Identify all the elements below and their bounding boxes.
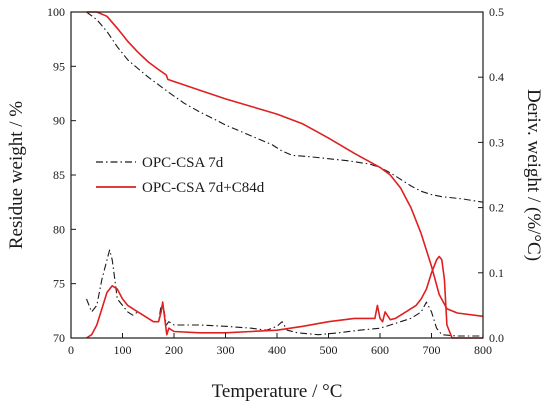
series-line-dtg-opc-csa-7d-c84d bbox=[86, 255, 483, 339]
y2-axis-title: Deriv. weight / (%/°C) bbox=[523, 89, 544, 261]
x-tick-label-5: 500 bbox=[320, 343, 338, 357]
y2-tick-label-2: 0.2 bbox=[489, 201, 504, 215]
y-tick-label-6: 100 bbox=[47, 5, 65, 19]
x-tick-label-7: 700 bbox=[423, 343, 441, 357]
y-tick-label-2: 80 bbox=[53, 222, 65, 236]
y-tick-label-5: 95 bbox=[53, 59, 65, 73]
y2-tick-label-4: 0.4 bbox=[489, 70, 504, 84]
y-tick-label-4: 90 bbox=[53, 114, 65, 128]
x-tick-label-6: 600 bbox=[371, 343, 389, 357]
y-tick-label-1: 75 bbox=[53, 277, 65, 291]
series-line-tg-opc-csa-7d-c84d bbox=[86, 11, 484, 318]
y-tick-label-0: 70 bbox=[53, 331, 65, 345]
x-tick-label-0: 0 bbox=[68, 343, 74, 357]
x-tick-label-2: 200 bbox=[165, 343, 183, 357]
y2-tick-label-1: 0.1 bbox=[489, 266, 504, 280]
ticks-layer bbox=[70, 11, 484, 339]
y-tick-label-3: 85 bbox=[53, 168, 65, 182]
series-line-tg-opc-csa-7d bbox=[86, 11, 484, 203]
y2-tick-label-0: 0.0 bbox=[489, 331, 504, 345]
x-tick-label-8: 800 bbox=[474, 343, 492, 357]
series-layer bbox=[85, 11, 484, 339]
x-tick-label-4: 400 bbox=[268, 343, 286, 357]
y2-tick-label-3: 0.3 bbox=[489, 135, 504, 149]
legend: OPC-CSA 7d OPC-CSA 7d+C84d bbox=[96, 155, 265, 196]
x-axis-title: Temperature / °C bbox=[212, 381, 343, 402]
series-line-dtg-opc-csa-7d bbox=[85, 249, 483, 337]
legend-label-opc-csa-7d: OPC-CSA 7d bbox=[142, 155, 224, 171]
x-tick-label-3: 300 bbox=[217, 343, 235, 357]
y2-tick-label-5: 0.5 bbox=[489, 5, 504, 19]
legend-label-opc-csa-7d-c84d: OPC-CSA 7d+C84d bbox=[142, 180, 265, 196]
plot-frame bbox=[70, 11, 484, 339]
labels-layer: 0 100 200 300 400 500 600 700 800 70 75 80 85 90 95 100… bbox=[47, 5, 504, 357]
y-axis-title: Residue weight / % bbox=[6, 101, 27, 249]
x-tick-label-1: 100 bbox=[114, 343, 132, 357]
